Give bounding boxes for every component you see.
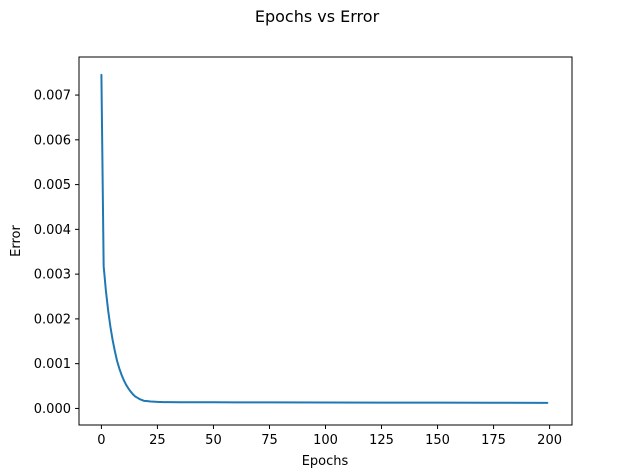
x-axis: 0 25 50 75 100 125 150 175 200 (97, 425, 562, 448)
y-tick-label: 0.000 (34, 402, 71, 417)
x-tick-label: 25 (149, 433, 166, 448)
plot-frame (78, 56, 573, 426)
x-tick-label: 0 (97, 433, 105, 448)
series-layer (100, 73, 549, 404)
y-tick-label: 0.003 (34, 268, 71, 283)
y-tick-label: 0.006 (34, 133, 71, 148)
x-tick-label: 150 (425, 433, 450, 448)
error-series-line (100, 73, 549, 404)
y-tick-label: 0.001 (34, 357, 71, 372)
y-tick-label: 0.002 (34, 312, 71, 327)
chart-title: Epochs vs Error (255, 7, 380, 26)
y-tick-label: 0.007 (34, 89, 71, 104)
y-axis: 0.000 0.001 0.002 0.003 0.004 0.005 0.006 0.007 (34, 89, 79, 417)
x-tick-label: 175 (481, 433, 506, 448)
x-tick-label: 125 (369, 433, 394, 448)
x-tick-label: 50 (205, 433, 222, 448)
x-axis-label: Epochs (302, 454, 349, 469)
x-tick-label: 100 (313, 433, 338, 448)
y-tick-label: 0.005 (34, 178, 71, 193)
x-tick-label: 75 (261, 433, 278, 448)
y-axis-label: Error (9, 225, 24, 257)
x-tick-label: 200 (537, 433, 562, 448)
y-tick-label: 0.004 (34, 223, 71, 238)
